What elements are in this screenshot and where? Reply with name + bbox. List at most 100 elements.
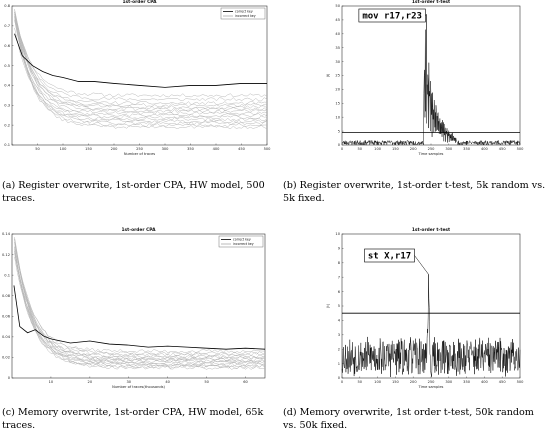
y-tick-label: 0.02 [2, 356, 10, 360]
y-tick-label: 9 [338, 247, 341, 251]
y-tick-label: 5 [338, 304, 340, 308]
x-tick-label: 350 [187, 147, 195, 151]
y-tick-label: 0.08 [2, 294, 11, 298]
x-tick-label: 50 [358, 147, 363, 151]
x-tick-label: 400 [481, 147, 489, 151]
x-tick-label: 50 [204, 380, 209, 384]
chart-a-svg: 1st-order CPA 50 100 150 200 250 300 350 400 450 5… [4, 0, 272, 156]
x-tick-label: 300 [445, 380, 453, 384]
y-tick-label: 10 [335, 115, 340, 119]
chart-a: 1st-order CPA 50 100 150 200 250 300 350 400 450 5… [0, 0, 272, 160]
x-tick-label: 100 [60, 147, 68, 151]
x-tick-label: 60 [243, 380, 248, 384]
caption-a: (a) Register overwrite, 1st-order CPA, H… [2, 180, 265, 204]
x-tick-label: 500 [517, 147, 525, 151]
x-tick-label: 10 [49, 380, 54, 384]
chart-b: 1st-order t-test 0 50 100 150 200 250 300 350 400… [280, 0, 555, 160]
incorrect-key-line [14, 246, 266, 366]
annotation-leader [414, 255, 429, 275]
y-tick-label: 2 [338, 347, 340, 351]
chart-title: 1st-order t-test [412, 227, 450, 233]
y-tick-label: 4 [338, 319, 341, 323]
x-axis-label: Number of traces [124, 152, 155, 156]
chart-c: 1st-order CPA 10 20 30 40 50 60 0 0.02 0.04 0.06 0.… [0, 222, 270, 389]
y-tick-label: 0.12 [2, 253, 10, 257]
y-tick-label: 20 [335, 88, 340, 92]
incorrect-key-line [14, 251, 266, 357]
x-tick-label: 30 [126, 380, 131, 384]
plot-area [341, 5, 521, 146]
y-tick-label: 0.3 [4, 103, 10, 107]
incorrect-key-line [14, 16, 268, 130]
incorrect-key-line [14, 16, 268, 120]
x-tick-label: 150 [392, 147, 400, 151]
y-tick-label: 30 [335, 60, 340, 64]
incorrect-key-line [14, 11, 268, 126]
legend-box [218, 235, 264, 248]
x-tick-label: 100 [374, 147, 382, 151]
legend-entry-incorrect: incorrect key [233, 242, 254, 246]
x-tick-label: 50 [35, 147, 40, 151]
x-tick-label: 300 [445, 147, 453, 151]
x-tick-label: 40 [165, 380, 170, 384]
caption-b: (b) Register overwrite, 1st-order t-test… [283, 180, 546, 204]
y-tick-label: 25 [335, 74, 340, 78]
x-tick-label: 150 [392, 380, 400, 384]
incorrect-key-line [14, 27, 268, 122]
incorrect-key-line [14, 246, 266, 368]
y-tick-label: 0.1 [4, 143, 10, 147]
x-tick-label: 400 [213, 147, 221, 151]
x-tick-label: 100 [374, 380, 382, 384]
incorrect-key-line [14, 256, 266, 365]
incorrect-key-line [14, 248, 266, 370]
incorrect-key-line [14, 16, 268, 108]
x-tick-label: 0 [341, 147, 344, 151]
y-tick-label: 0 [338, 376, 341, 380]
x-tick-label: 250 [428, 147, 436, 151]
y-tick-label: 3 [338, 333, 340, 337]
incorrect-key-line [14, 19, 268, 118]
incorrect-key-line [14, 14, 268, 98]
incorrect-key-line [14, 238, 266, 367]
incorrect-key-line [14, 239, 266, 356]
incorrect-key-line [14, 239, 266, 363]
incorrect-key-line [14, 9, 268, 114]
legend-entry-incorrect: incorrect key [235, 14, 256, 18]
legend-entry-correct: correct key [233, 238, 251, 242]
chart-d: 1st-order t-test 0 50 100 150 200 250 300 350 400… [280, 222, 555, 389]
y-tick-label: 0.14 [2, 232, 11, 236]
x-tick-label: 500 [517, 380, 525, 384]
x-tick-label: 300 [162, 147, 170, 151]
incorrect-key-line [14, 19, 268, 124]
caption-c: (c) Memory overwrite, 1st-order CPA, HW … [2, 407, 264, 431]
y-tick-label: 0 [338, 143, 341, 147]
x-tick-label: 250 [428, 380, 436, 384]
caption-d: (d) Memory overwrite, 1st order t-test, … [283, 407, 534, 431]
x-tick-label: 500 [264, 147, 272, 151]
y-tick-label: 0 [8, 376, 11, 380]
x-axis-label: Time samples [418, 152, 444, 156]
y-tick-label: 8 [338, 261, 341, 265]
incorrect-key-line [14, 242, 266, 362]
x-tick-label: 450 [238, 147, 246, 151]
x-tick-label: 150 [85, 147, 93, 151]
y-tick-label: 0.8 [4, 4, 10, 8]
incorrect-key-line [14, 14, 268, 128]
chart-title: 1st-order CPA [121, 227, 156, 233]
y-axis-label: |t| [326, 74, 330, 78]
y-tick-label: 15 [335, 102, 340, 106]
x-tick-label: 50 [358, 380, 363, 384]
y-tick-label: 0.6 [4, 44, 10, 48]
x-tick-label: 200 [410, 147, 418, 151]
incorrect-key-line [14, 239, 266, 360]
y-tick-label: 0.5 [4, 64, 10, 68]
y-tick-label: 0.04 [2, 335, 11, 339]
y-tick-label: 1 [338, 362, 340, 366]
y-tick-label: 6 [338, 290, 341, 294]
chart-title: 1st-order CPA [122, 0, 157, 5]
x-tick-label: 450 [499, 380, 507, 384]
chart-title: 1st-order t-test [412, 0, 450, 5]
incorrect-key-line [14, 253, 266, 359]
y-tick-label: 45 [335, 18, 340, 22]
